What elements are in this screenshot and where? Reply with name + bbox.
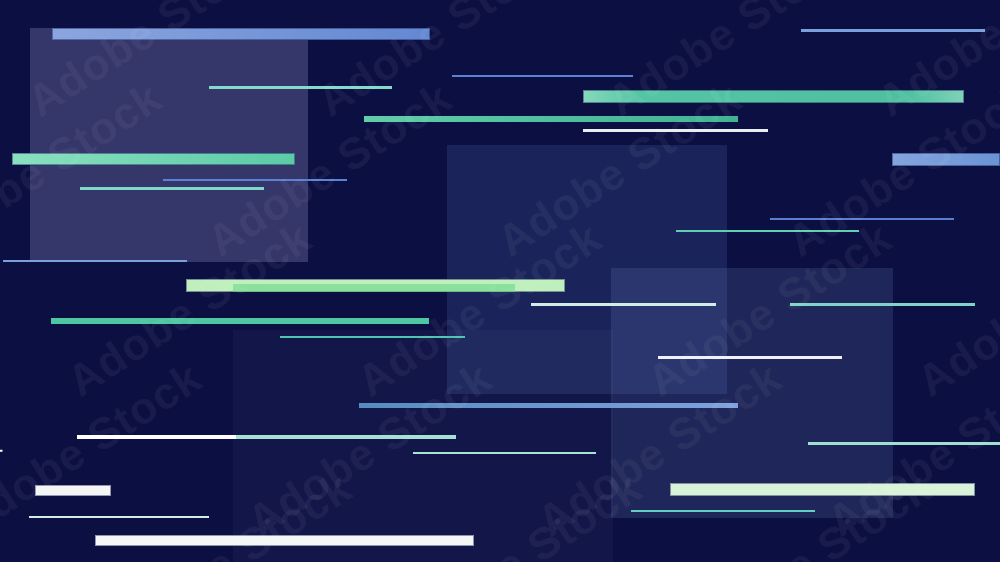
speed-line — [364, 116, 738, 122]
speed-line — [233, 284, 515, 292]
watermark-tile-text: Adobe Stock — [389, 462, 651, 562]
translucent-square — [447, 145, 727, 394]
speed-line — [52, 28, 430, 40]
speed-line — [12, 153, 295, 165]
translucent-square — [611, 268, 893, 518]
speed-line — [209, 86, 392, 89]
speed-line — [29, 516, 209, 518]
speed-line — [531, 303, 716, 306]
speed-line — [808, 442, 1000, 445]
speed-line — [583, 90, 964, 103]
speed-line — [51, 318, 429, 324]
speed-line — [452, 75, 633, 77]
translucent-square — [233, 330, 613, 562]
watermark-tile-text: Adobe Stock — [679, 462, 941, 562]
speed-line — [801, 29, 985, 32]
speed-line — [413, 452, 596, 454]
stock-id-watermark: Adobe Stock | #251396636 — [0, 350, 3, 560]
speed-line — [359, 403, 738, 408]
watermark-tile-text: Adobe Stock — [909, 213, 1000, 407]
speed-line — [892, 153, 1000, 166]
speed-line — [670, 483, 975, 496]
speed-line — [631, 510, 815, 512]
speed-line — [80, 187, 264, 190]
speed-line — [658, 356, 842, 359]
speed-line — [676, 230, 859, 232]
watermark-tile-text: Adobe Stock — [99, 462, 361, 562]
speed-line — [77, 435, 236, 439]
speed-line — [95, 535, 474, 546]
speed-line — [35, 485, 111, 496]
speed-line — [236, 435, 456, 439]
speed-line — [3, 260, 187, 262]
speed-line — [583, 129, 768, 132]
translucent-square — [30, 28, 308, 262]
watermark-tile-text: Adobe Stock — [0, 72, 171, 267]
speed-line — [163, 179, 347, 181]
speed-line — [770, 218, 954, 220]
speed-line — [790, 303, 975, 306]
speed-line — [280, 336, 465, 338]
